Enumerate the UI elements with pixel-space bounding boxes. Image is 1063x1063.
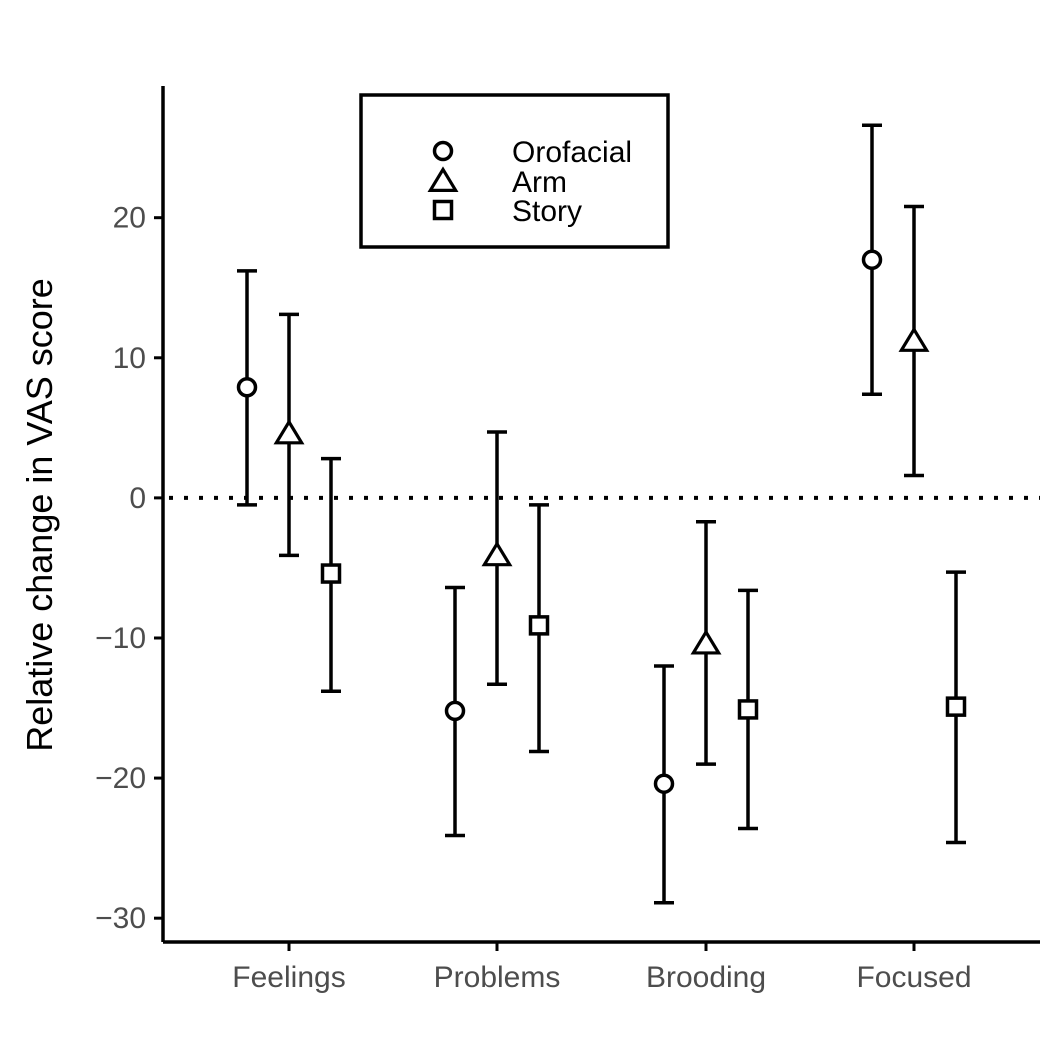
legend-triangle-icon xyxy=(427,166,459,192)
point-square xyxy=(528,615,550,636)
y-tick-label: 0 xyxy=(129,482,146,515)
x-tick-label-brooding: Brooding xyxy=(646,961,766,994)
x-tick-label-feelings: Feelings xyxy=(232,961,345,994)
y-tick-label: −30 xyxy=(95,902,146,935)
y-tick-label: −10 xyxy=(95,622,146,655)
point-triangle xyxy=(481,540,513,567)
point-square xyxy=(737,699,759,720)
point-circle xyxy=(653,773,675,794)
point-square xyxy=(945,696,967,717)
legend-label-arm: Arm xyxy=(512,166,567,199)
y-axis-title: Relative change in VAS score xyxy=(19,278,60,752)
x-axis-ticks: Feelings Problems Brooding Focused xyxy=(232,942,972,994)
point-circle xyxy=(861,249,883,270)
point-square xyxy=(320,563,342,584)
legend-circle-icon xyxy=(432,140,454,162)
x-tick-label-problems: Problems xyxy=(434,961,561,994)
y-tick-label: −20 xyxy=(95,762,146,795)
point-circle xyxy=(444,700,466,722)
y-tick-label: 10 xyxy=(113,342,146,375)
legend-label-story: Story xyxy=(512,195,582,228)
y-axis-ticks: 20 10 0 −10 −20 −30 xyxy=(95,202,163,935)
x-tick-label-focused: Focused xyxy=(856,961,971,994)
series-orofacial xyxy=(236,123,883,905)
series-arm xyxy=(273,204,930,766)
series-story xyxy=(320,456,967,845)
point-triangle xyxy=(690,628,722,655)
legend-label-orofacial: Orofacial xyxy=(512,136,632,169)
legend-box xyxy=(359,93,670,249)
point-circle xyxy=(236,376,258,398)
point-triangle xyxy=(898,326,930,352)
data-marks xyxy=(236,123,967,905)
y-tick-label: 20 xyxy=(113,202,146,235)
legend-square-icon xyxy=(432,199,454,221)
point-triangle xyxy=(273,418,305,445)
